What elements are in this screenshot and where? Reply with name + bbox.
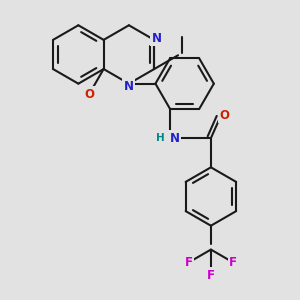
Text: F: F [185, 256, 193, 269]
Text: N: N [152, 32, 162, 45]
Text: F: F [207, 268, 215, 282]
Text: O: O [84, 88, 94, 101]
Text: H: H [156, 133, 165, 143]
Text: N: N [170, 132, 180, 145]
Text: O: O [219, 109, 229, 122]
Text: N: N [124, 80, 134, 93]
Text: F: F [229, 256, 237, 269]
